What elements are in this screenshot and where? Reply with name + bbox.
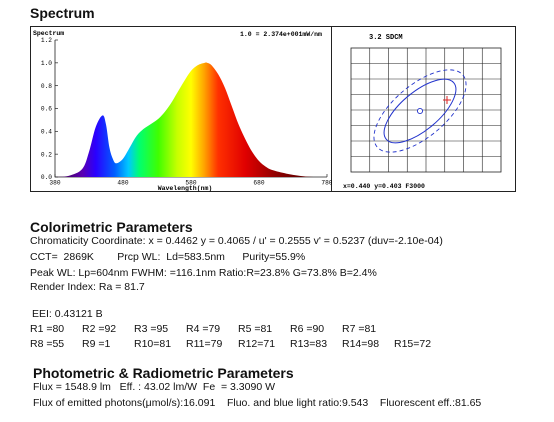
spectrum-heading: Spectrum <box>30 5 95 21</box>
chromaticity-line: Chromaticity Coordinate: x = 0.4462 y = … <box>30 235 443 247</box>
y-tick-label: 1.2 <box>41 37 52 44</box>
r-value: R13=83 <box>290 338 328 350</box>
sdcm-solid-ellipse <box>383 78 457 144</box>
sdcm-dashed-ellipse <box>373 69 467 153</box>
sdcm-chart-title: 3.2 SDCM <box>369 34 403 42</box>
sdcm-readout: x=0.440 y=0.403 F3000 <box>343 183 425 190</box>
r-value: R2 =92 <box>82 323 117 335</box>
render-index-row-2: R8 =55 R9 =1 R10=81 R11=79 R12=71 R13=83… <box>30 338 530 352</box>
spectrum-chart-title: Spectrum <box>33 30 64 37</box>
y-tick-label: 0.6 <box>41 106 52 113</box>
peak-wl-line: Peak WL: Lp=604nm FWHM: =116.1nm Ratio:R… <box>30 267 377 279</box>
x-tick-label: 680 <box>253 180 264 187</box>
chart-frame <box>30 26 516 192</box>
x-tick-label: 380 <box>49 180 60 187</box>
spectrum-x-axis-label: Wavelength(nm) <box>158 185 213 192</box>
y-tick-label: 0.2 <box>41 151 52 158</box>
r-value: R1 =80 <box>30 323 65 335</box>
r-value: R8 =55 <box>30 338 65 350</box>
r-value: R11=79 <box>186 338 223 350</box>
eei-line: EEI: 0.43121 B <box>32 308 103 320</box>
spectrum-curve <box>55 62 327 178</box>
render-index-line: Render Index: Ra = 81.7 <box>30 281 145 293</box>
colorimetric-heading: Colorimetric Parameters <box>30 219 193 235</box>
y-tick-label: 0.8 <box>41 83 52 90</box>
r-value: R7 =81 <box>342 323 377 335</box>
render-index-row-1: R1 =80 R2 =92 R3 =95 R4 =79 R5 =81 R6 =9… <box>30 323 530 337</box>
measured-point-cross <box>443 96 451 104</box>
r-value: R4 =79 <box>186 323 221 335</box>
spectrum-scale-label: 1.0 = 2.374e+001mW/nm <box>240 31 322 38</box>
photometric-heading: Photometric & Radiometric Parameters <box>33 365 294 381</box>
flux-line: Flux = 1548.9 lm Eff. : 43.02 lm/W Fe = … <box>33 381 275 393</box>
sdcm-grid <box>350 47 502 173</box>
cct-line: CCT= 2869K Prcp WL: Ld=583.5nm Purity=55… <box>30 251 306 263</box>
x-tick-label: 580 <box>185 180 196 187</box>
r-value: R10=81 <box>134 338 172 350</box>
r-value: R9 =1 <box>82 338 111 350</box>
chart-divider <box>331 26 332 192</box>
x-tick-label: 780 <box>321 180 332 187</box>
r-value: R6 =90 <box>290 323 325 335</box>
spectrum-chart: 0.0 0.2 0.4 0.6 0.8 1.0 1.2 380 480 580 680 780 Spe… <box>33 30 332 192</box>
r-value: R3 =95 <box>134 323 169 335</box>
y-tick-label: 1.0 <box>41 60 52 67</box>
sdcm-chart: 3.2 SDCM x=0.440 y=0.403 F3000 <box>343 34 502 190</box>
sdcm-center-point <box>416 107 424 115</box>
x-tick-label: 480 <box>117 180 128 187</box>
r-value: R12=71 <box>238 338 276 350</box>
y-tick-label: 0.4 <box>41 129 52 136</box>
y-tick-label: 0.0 <box>41 174 52 181</box>
r-value: R5 =81 <box>238 323 273 335</box>
photon-flux-line: Flux of emitted photons(μmol/s):16.091 F… <box>33 397 482 409</box>
r-value: R14=98 <box>342 338 380 350</box>
r-value: R15=72 <box>394 338 432 350</box>
